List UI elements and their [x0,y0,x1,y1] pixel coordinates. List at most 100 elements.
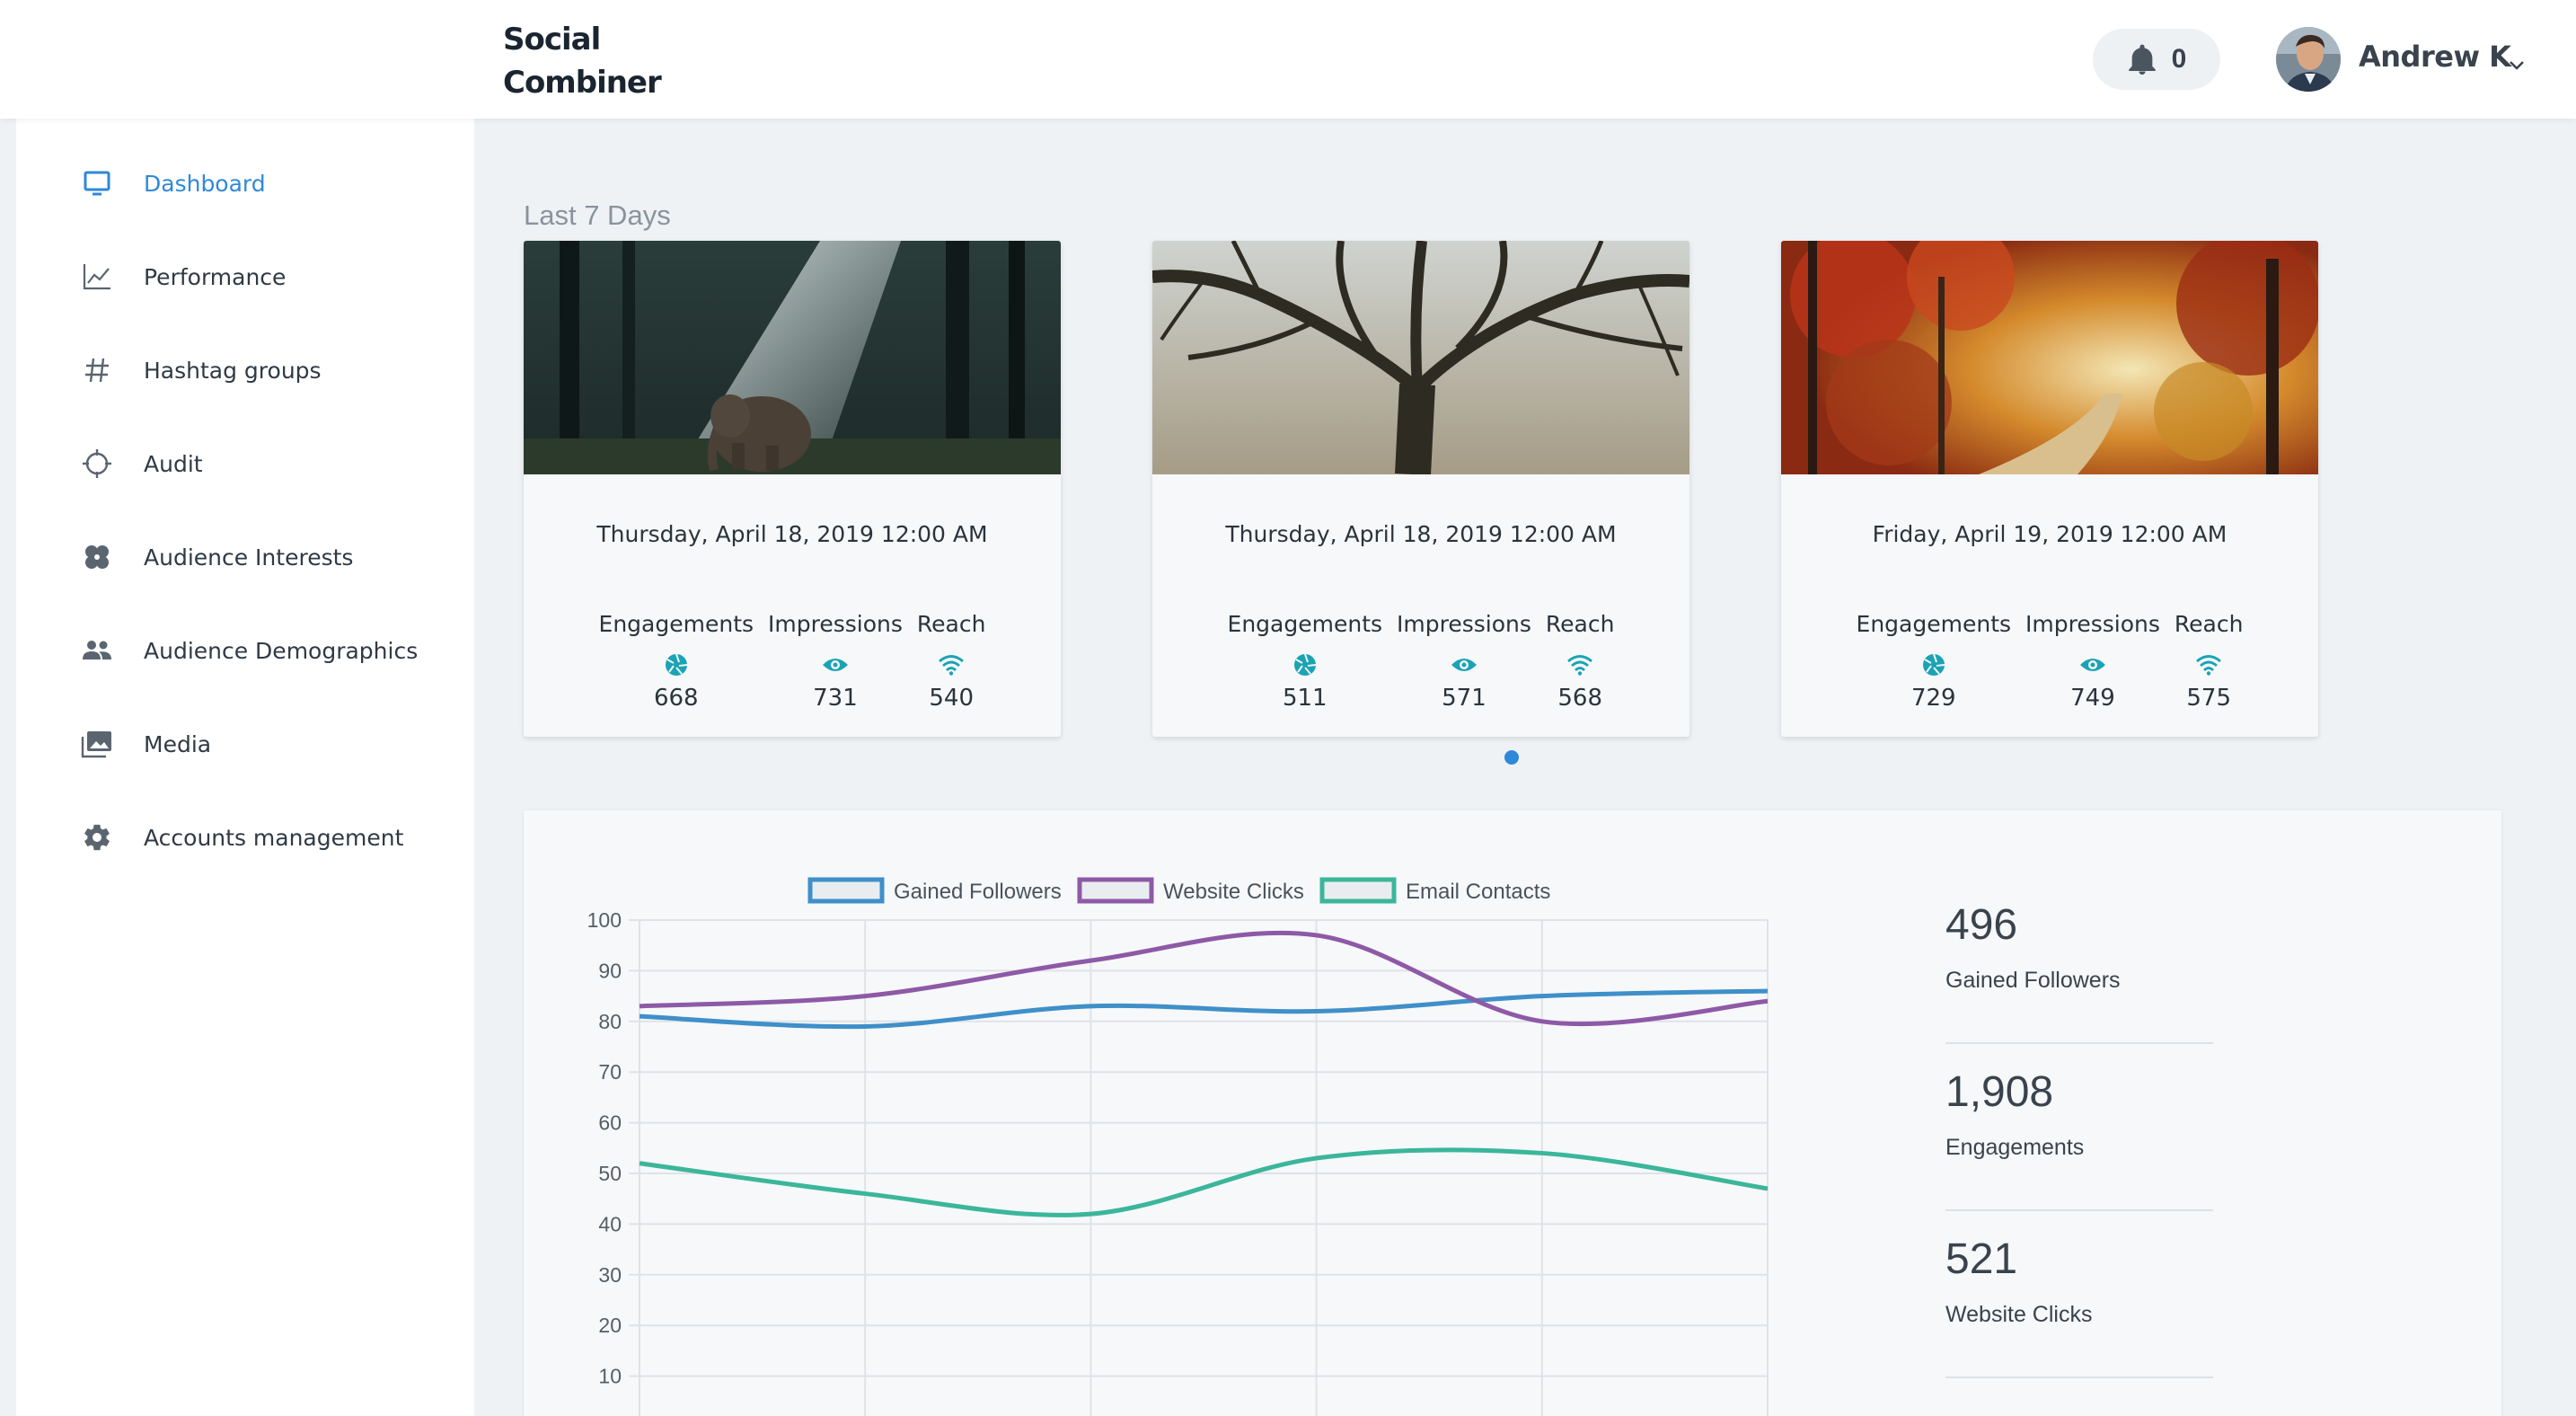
sidebar-item-label: Dashboard [144,170,266,197]
series-line [639,1147,1769,1217]
reach-value: 568 [1557,685,1602,712]
user-name[interactable]: Andrew K [2359,40,2511,74]
post-date: Friday, April 19, 2019 12:00 AM [1872,521,2228,547]
sidebar-item-label: Media [144,730,212,757]
eye-icon [1451,647,1478,683]
reach-metric: Reach 568 [1546,611,1615,712]
autumn-forest-path-photo [1781,241,2318,474]
y-tick-label: 50 [598,1162,622,1185]
series-line [639,988,1769,1030]
eye-icon [822,647,849,683]
sidebar-item-hashtag-groups[interactable]: Hashtag groups [79,343,322,397]
sidebar-item-label: Audit [144,450,203,477]
post-date: Thursday, April 18, 2019 12:00 AM [1225,521,1617,547]
divider [1945,1042,2213,1044]
engagements-value: 668 [653,685,699,712]
sidebar-item-media[interactable]: Media [79,717,211,771]
sidebar-item-performance[interactable]: Performance [79,250,286,304]
avatar[interactable] [2276,27,2341,92]
legend-swatch [1077,877,1154,904]
post-metrics: Engagements 668 Impressions 731 Reach 54… [524,611,1061,712]
legend-swatch [1319,877,1397,904]
y-tick-label: 60 [598,1111,622,1135]
stat-value: 496 [1945,901,2018,949]
impressions-metric: Impressions 749 [2025,611,2160,712]
reach-metric: Reach 540 [917,611,986,712]
y-tick-label: 90 [598,959,622,982]
post-card[interactable]: Thursday, April 18, 2019 12:00 AM Engage… [1152,241,1689,737]
engagements-label: Engagements [1856,611,2012,637]
sidebar-item-label: Hashtag groups [144,357,322,384]
reach-metric: Reach 575 [2175,611,2244,712]
stat-value: 1,908 [1945,1068,2054,1116]
section-title: Last 7 Days [524,199,671,231]
sidebar-item-audit[interactable]: Audit [79,437,203,491]
chevron-down-icon[interactable] [2508,59,2526,72]
brand-logo[interactable]: Social Combiner [503,18,662,104]
reach-label: Reach [2174,611,2244,637]
y-tick-label: 70 [598,1060,622,1084]
monitor-icon [79,165,115,201]
impressions-value: 749 [2070,685,2115,712]
impressions-value: 731 [813,685,858,712]
engagements-value: 511 [1282,685,1328,712]
engagements-label: Engagements [598,611,754,637]
bell-icon [2128,44,2156,75]
top-bar: Social Combiner 0 Andrew K [0,0,2576,119]
legend-swatch [807,877,885,904]
forest-elephant-photo [524,241,1061,474]
sidebar-item-label: Performance [144,263,287,290]
notifications-button[interactable]: 0 [2093,29,2220,90]
sidebar-item-accounts-management[interactable]: Accounts management [79,810,403,864]
engagements-value: 729 [1910,685,1956,712]
reach-value: 540 [929,685,974,712]
divider [1945,1376,2213,1378]
stat-label: Website Clicks [1945,1302,2093,1327]
line-chart-icon [79,259,115,295]
series-line [639,930,1769,1027]
gear-icon [79,819,115,855]
y-tick-label: 40 [598,1212,622,1235]
impressions-label: Impressions [2025,611,2160,637]
sidebar-item-audience-interests[interactable]: Audience Interests [79,530,353,584]
engagements-label: Engagements [1227,611,1383,637]
aperture-icon [1292,647,1318,683]
brand-line-2: Combiner [503,65,662,101]
y-tick-label: 100 [587,908,622,932]
legend-label: Email Contacts [1406,880,1550,904]
brand-line-1: Social [503,22,601,58]
post-card[interactable]: Friday, April 19, 2019 12:00 AM Engageme… [1781,241,2318,737]
clover-icon [79,539,115,575]
wifi-icon [1566,647,1593,683]
people-icon [79,633,115,668]
impressions-label: Impressions [1397,611,1531,637]
post-metrics: Engagements 511 Impressions 571 Reach 56… [1152,611,1689,712]
carousel-dot[interactable] [1504,750,1519,765]
chart-panel [524,810,2501,1416]
sidebar-item-audience-demographics[interactable]: Audience Demographics [79,624,418,677]
stat-engagements: 1,908 Engagements [1945,1067,2215,1161]
impressions-metric: Impressions 731 [768,611,903,712]
stat-label: Gained Followers [1945,968,2121,993]
legend-label: Website Clicks [1163,880,1304,904]
post-card[interactable]: Thursday, April 18, 2019 12:00 AM Engage… [524,241,1061,737]
impressions-metric: Impressions 571 [1397,611,1531,712]
sidebar-item-label: Audience Demographics [144,637,419,664]
aperture-icon [1921,647,1946,683]
engagements-metric: Engagements 511 [1228,611,1383,712]
engagements-metric: Engagements 668 [599,611,754,712]
eye-icon [2079,647,2106,683]
stat-label: Engagements [1945,1135,2085,1160]
stat-website-clicks: 521 Website Clicks [1945,1235,2215,1328]
wifi-icon [2195,647,2222,683]
photo-library-icon [79,726,115,762]
y-tick-label: 20 [598,1314,622,1337]
legend-label: Gained Followers [894,880,1062,904]
impressions-label: Impressions [768,611,903,637]
sidebar-item-label: Accounts management [144,824,404,851]
wifi-icon [938,647,965,683]
sidebar-item-dashboard[interactable]: Dashboard [79,156,266,210]
post-metrics: Engagements 729 Impressions 749 Reach 57… [1781,611,2318,712]
stat-gained-followers: 496 Gained Followers [1945,900,2215,994]
